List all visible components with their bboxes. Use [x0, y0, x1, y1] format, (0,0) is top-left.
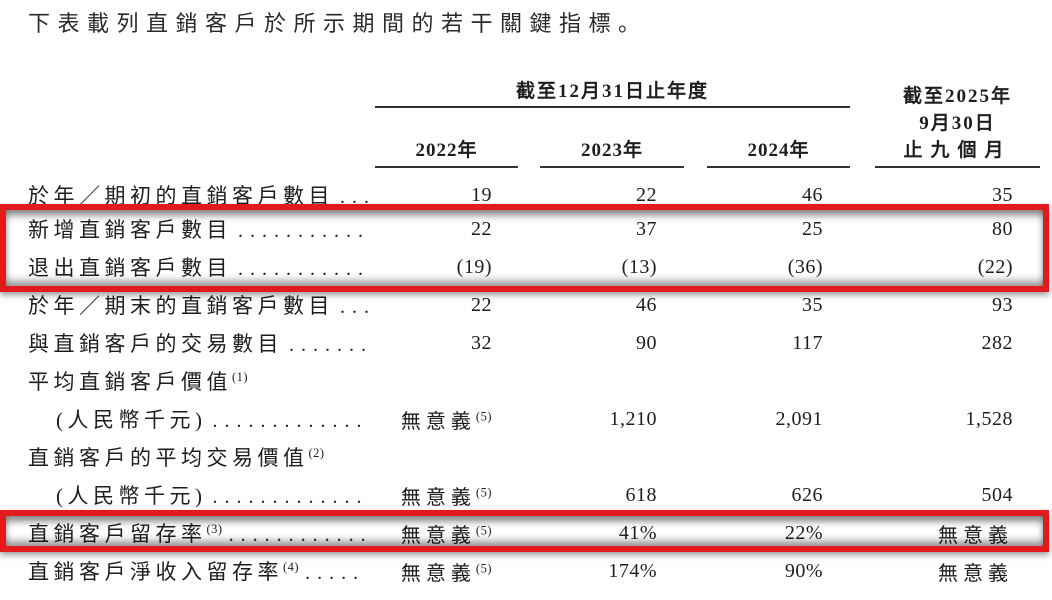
- metric-value-2022: 無意義(5): [400, 560, 492, 585]
- footnote-marker: (3): [206, 522, 223, 536]
- dot-leader: ...........: [238, 258, 370, 280]
- metric-value-2023: (13): [621, 255, 657, 278]
- metric-value-2023: 37: [636, 217, 657, 240]
- table-row: 與直銷客戶的交易數目....... 32 90 117 282: [28, 324, 1040, 362]
- dot-leader: .............: [212, 486, 369, 508]
- table-row: 直銷客戶的平均交易價值(2): [28, 438, 1040, 476]
- table-row: 新增直銷客戶數目........... 22 37 25 80: [28, 210, 1040, 248]
- metric-value-2024: [684, 438, 850, 476]
- metric-value-2025: 35: [992, 183, 1014, 206]
- footnote-marker: (5): [475, 484, 492, 499]
- intro-text: 下表載列直銷客戶於所示期間的若干關鍵指標。: [28, 11, 648, 36]
- metric-value-2025: 80: [992, 217, 1014, 240]
- col-header-nine-months: 止九個月: [875, 135, 1041, 168]
- dot-leader: ...........: [238, 220, 370, 242]
- table-row: (人民幣千元)............. 無意義(5) 1,210 2,091 …: [28, 400, 1040, 438]
- header-row-group: 截至12月31日止年度 截至2025年: [28, 76, 1040, 108]
- key-metrics-table: 截至12月31日止年度 截至2025年 9月30日 2022年 2023年 20…: [28, 76, 1041, 590]
- metric-label: 新增直銷客戶數目...........: [28, 218, 370, 242]
- period-header-line2: 9月30日: [919, 113, 996, 134]
- table-header: 截至12月31日止年度 截至2025年 9月30日 2022年 2023年 20…: [28, 76, 1041, 168]
- metric-value-2022: 無意義(5): [400, 522, 492, 547]
- metric-value-2022: 32: [471, 331, 492, 354]
- table-row: 直銷客戶淨收入留存率(4)..... 無意義(5) 174% 90% 無意義: [28, 552, 1040, 590]
- metric-value-2025: 無意義: [938, 524, 1014, 547]
- dot-leader: ...: [340, 296, 376, 318]
- footnote-marker: (5): [475, 408, 492, 423]
- metric-label: (人民幣千元).............: [56, 484, 369, 508]
- footnote-marker: (5): [475, 560, 492, 575]
- metric-value-2023: 1,210: [609, 407, 657, 430]
- metric-label: 與直銷客戶的交易數目.......: [28, 332, 373, 356]
- period-header-line1: 截至2025年: [903, 86, 1013, 107]
- table-row: 退出直銷客戶數目........... (19) (13) (36) (22): [28, 248, 1040, 286]
- metric-label: 直銷客戶的平均交易價值(2): [28, 446, 325, 470]
- table-row: (人民幣千元)............. 無意義(5) 618 626 504: [28, 476, 1040, 514]
- metric-value-2024: 2,091: [775, 407, 824, 430]
- metric-value-2023: 46: [636, 293, 657, 316]
- metric-label: 平均直銷客戶價值(1): [28, 370, 249, 394]
- metric-value-2022: 無意義(5): [400, 484, 492, 509]
- metric-value-2022: 無意義(5): [400, 408, 492, 433]
- header-row-period: 9月30日: [28, 108, 1040, 135]
- metric-value-2022: 19: [471, 183, 492, 206]
- footnote-marker: (1): [232, 370, 249, 384]
- metric-label: 於年／期初的直銷客戶數目...: [28, 184, 376, 208]
- metric-value-2024: 626: [791, 483, 824, 506]
- metric-value-2025: 1,528: [965, 407, 1014, 430]
- metric-value-2024: 35: [802, 293, 824, 316]
- dot-leader: .....: [305, 562, 366, 584]
- col-header-2022: 2022年: [375, 135, 518, 168]
- dot-leader: .............: [212, 410, 369, 432]
- metric-value-2023: [518, 438, 684, 476]
- metric-value-2024: (36): [787, 255, 824, 278]
- dot-leader: .......: [289, 334, 373, 356]
- metric-value-2023: 174%: [608, 559, 657, 582]
- year-group-header: 截至12月31日止年度: [375, 76, 851, 108]
- metric-value-2025: (22): [977, 255, 1014, 278]
- dot-leader: ...: [340, 186, 376, 208]
- metric-value-2024: 22%: [784, 521, 824, 544]
- metric-label: 於年／期末的直銷客戶數目...: [28, 294, 376, 318]
- table-body: 於年／期初的直銷客戶數目... 19 22 46 35 新增直銷客戶數目....…: [28, 168, 1040, 590]
- metric-value-2024: 46: [802, 183, 824, 206]
- metric-label: (人民幣千元).............: [56, 408, 369, 432]
- metric-value-2025: 93: [992, 293, 1014, 316]
- metric-value-2023: 22: [636, 183, 657, 206]
- metric-value-2025: 282: [981, 331, 1014, 354]
- metric-value-2024: 90%: [784, 559, 824, 582]
- metric-value-2022: 22: [471, 293, 492, 316]
- metric-label: 直銷客戶留存率(3)............: [28, 522, 373, 546]
- metric-value-2022: (19): [456, 255, 492, 278]
- metric-value-2025: 504: [981, 483, 1014, 506]
- metric-label: 直銷客戶淨收入留存率(4).....: [28, 560, 366, 584]
- footnote-marker: (2): [308, 446, 325, 460]
- metric-label: 退出直銷客戶數目...........: [28, 256, 370, 280]
- metric-value-2025: [850, 362, 1040, 400]
- col-header-2024: 2024年: [707, 135, 851, 168]
- metric-value-2023: 90: [636, 331, 657, 354]
- metric-value-2025: [850, 438, 1040, 476]
- header-row-years: 2022年 2023年 2024年 止九個月: [28, 135, 1041, 168]
- table-row: 平均直銷客戶價值(1): [28, 362, 1040, 400]
- metric-value-2022: [375, 438, 518, 476]
- metric-value-2024: [684, 362, 850, 400]
- metric-value-2022: 22: [471, 217, 492, 240]
- table-row: 直銷客戶留存率(3)............ 無意義(5) 41% 22% 無意…: [28, 514, 1040, 552]
- metric-value-2023: 618: [625, 483, 657, 506]
- table-row: 於年／期初的直銷客戶數目... 19 22 46 35: [28, 168, 1040, 210]
- metric-value-2023: [518, 362, 684, 400]
- metric-value-2023: 41%: [618, 521, 657, 544]
- metric-value-2024: 117: [792, 331, 824, 354]
- metric-value-2025: 無意義: [938, 562, 1014, 585]
- col-header-2023: 2023年: [540, 135, 684, 168]
- footnote-marker: (4): [283, 560, 300, 574]
- metric-value-2022: [375, 362, 518, 400]
- metric-value-2024: 25: [802, 217, 824, 240]
- table-row: 於年／期末的直銷客戶數目... 22 46 35 93: [28, 286, 1040, 324]
- dot-leader: ............: [228, 524, 373, 546]
- footnote-marker: (5): [475, 522, 492, 537]
